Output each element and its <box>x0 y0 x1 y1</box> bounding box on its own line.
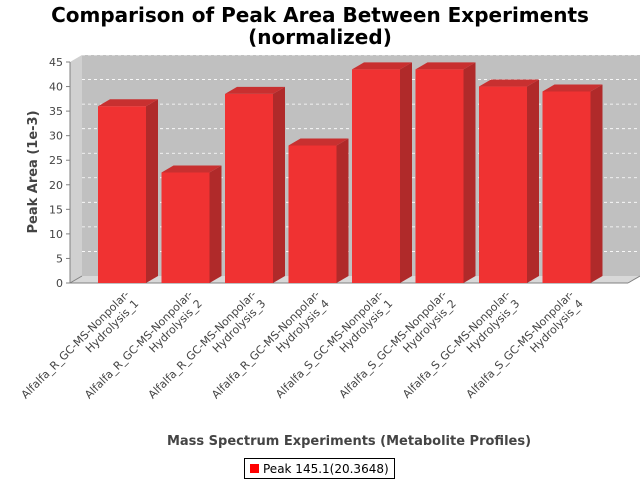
bar-top <box>225 86 285 94</box>
legend-swatch <box>250 464 259 473</box>
y-axis-label: Peak Area (1e-3) <box>26 110 41 233</box>
y-tick-label: 30 <box>49 130 63 143</box>
bar <box>479 79 539 283</box>
x-axis: Alfalfa_R_GC-MS-Nonpolar-Hydrolysis_1Alf… <box>19 288 586 411</box>
bar-side <box>336 138 349 283</box>
bar-top <box>542 84 603 92</box>
x-axis-label: Mass Spectrum Experiments (Metabolite Pr… <box>167 434 531 449</box>
bar <box>542 84 603 283</box>
bar <box>352 62 412 283</box>
bar-top <box>161 165 222 173</box>
bar-top <box>479 79 539 87</box>
y-tick-label: 15 <box>49 203 63 216</box>
x-tick-label: Alfalfa_R_GC-MS-Nonpolar-Hydrolysis_2 <box>82 288 205 411</box>
y-tick-label: 45 <box>49 56 63 69</box>
chart-title-line-1: Comparison of Peak Area Between Experime… <box>51 3 589 27</box>
y-tick-label: 40 <box>49 81 63 94</box>
bar <box>225 86 285 283</box>
bar-front <box>542 91 591 283</box>
chart-title-line-2: (normalized) <box>248 25 392 49</box>
bar <box>161 165 222 283</box>
bar-front <box>479 86 527 283</box>
bars <box>98 62 603 283</box>
bar-top <box>288 138 349 146</box>
y-tick-label: 20 <box>49 179 63 192</box>
legend: Peak 145.1(20.3648) <box>244 458 395 479</box>
x-tick-label: Alfalfa_R_GC-MS-Nonpolar-Hydrolysis_1 <box>19 288 142 411</box>
legend-label: Peak 145.1(20.3648) <box>263 461 389 476</box>
bar-side <box>400 62 412 283</box>
bar-side <box>209 165 222 283</box>
x-tick-label: Alfalfa_R_GC-MS-Nonpolar-Hydrolysis_3 <box>146 288 269 411</box>
bar <box>415 62 476 283</box>
bar-top <box>352 62 412 70</box>
bar-side <box>273 86 285 283</box>
x-tick-label: Alfalfa_S_GC-MS-Nonpolar-Hydrolysis_1 <box>273 288 395 410</box>
y-tick-label: 25 <box>49 154 63 167</box>
plot-corner-edge <box>69 275 83 284</box>
bar-side <box>463 62 476 283</box>
y-tick-label: 5 <box>56 252 63 265</box>
y-tick-label: 35 <box>49 105 63 118</box>
bar-side <box>527 79 539 283</box>
x-tick-label-line: Alfalfa_R_GC-MS-Nonpolar- <box>19 288 132 401</box>
x-tick-label: Alfalfa_S_GC-MS-Nonpolar-Hydrolysis_4 <box>464 288 586 410</box>
y-axis: 0 5 10 15 20 25 30 35 40 45 <box>49 56 71 290</box>
bar-front <box>288 145 337 283</box>
bar-top <box>415 62 476 70</box>
x-tick-label: Alfalfa_S_GC-MS-Nonpolar-Hydrolysis_2 <box>337 288 459 410</box>
bar-front <box>352 69 400 283</box>
bar-front <box>225 93 273 283</box>
bar <box>288 138 349 283</box>
x-tick-label: Alfalfa_S_GC-MS-Nonpolar-Hydrolysis_3 <box>400 288 522 410</box>
y-tick-label: 0 <box>56 277 63 290</box>
bar-top <box>98 99 158 107</box>
x-tick-label: Alfalfa_R_GC-MS-Nonpolar-Hydrolysis_4 <box>209 288 332 411</box>
bar-front <box>415 69 464 283</box>
bar-front <box>98 106 146 283</box>
plot-floor-side-edge <box>627 275 640 284</box>
bar <box>98 99 158 283</box>
plot-left-wall <box>70 55 82 283</box>
y-tick-label: 10 <box>49 228 63 241</box>
bar-side <box>590 84 603 283</box>
bar-side <box>146 99 158 283</box>
bar-front <box>161 172 210 283</box>
